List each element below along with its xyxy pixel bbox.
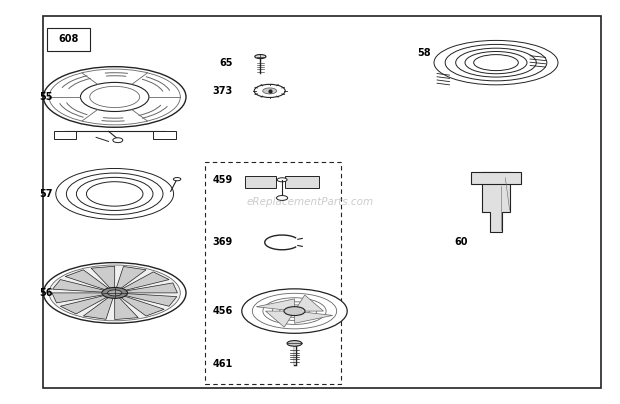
Text: 373: 373 xyxy=(212,86,232,96)
Polygon shape xyxy=(120,296,164,316)
Text: 56: 56 xyxy=(39,288,53,298)
Text: 456: 456 xyxy=(212,306,232,316)
Polygon shape xyxy=(65,270,109,290)
Polygon shape xyxy=(245,176,276,188)
Polygon shape xyxy=(52,293,105,303)
Ellipse shape xyxy=(66,173,163,215)
Text: 60: 60 xyxy=(454,238,468,247)
Ellipse shape xyxy=(272,302,317,320)
Ellipse shape xyxy=(474,55,518,71)
Bar xyxy=(154,131,176,139)
Ellipse shape xyxy=(113,138,123,143)
Text: 459: 459 xyxy=(212,175,232,185)
Ellipse shape xyxy=(49,69,180,125)
Polygon shape xyxy=(471,172,521,184)
Text: 608: 608 xyxy=(58,34,78,44)
Ellipse shape xyxy=(445,44,547,81)
Ellipse shape xyxy=(284,307,305,316)
Ellipse shape xyxy=(102,288,128,298)
Polygon shape xyxy=(83,297,113,319)
Ellipse shape xyxy=(76,177,153,210)
Polygon shape xyxy=(294,312,333,323)
Ellipse shape xyxy=(108,290,122,296)
Text: 55: 55 xyxy=(39,92,53,102)
Polygon shape xyxy=(265,311,293,327)
Ellipse shape xyxy=(56,168,174,219)
Ellipse shape xyxy=(277,178,287,182)
Text: 369: 369 xyxy=(212,238,232,247)
Ellipse shape xyxy=(252,293,337,329)
Bar xyxy=(43,16,601,388)
Text: eReplacementParts.com: eReplacementParts.com xyxy=(246,197,374,207)
Ellipse shape xyxy=(242,289,347,333)
Ellipse shape xyxy=(254,84,285,97)
Bar xyxy=(46,28,90,50)
Text: 58: 58 xyxy=(417,48,431,57)
Ellipse shape xyxy=(263,298,326,324)
Ellipse shape xyxy=(43,67,186,127)
Ellipse shape xyxy=(456,48,536,77)
Polygon shape xyxy=(125,283,177,293)
Polygon shape xyxy=(116,267,146,289)
Ellipse shape xyxy=(263,88,277,94)
Ellipse shape xyxy=(277,196,288,200)
Ellipse shape xyxy=(81,82,149,112)
Ellipse shape xyxy=(86,182,143,206)
Ellipse shape xyxy=(43,263,186,323)
Ellipse shape xyxy=(434,40,558,85)
Bar xyxy=(53,131,76,139)
Polygon shape xyxy=(124,294,177,306)
Ellipse shape xyxy=(465,51,527,74)
Text: 57: 57 xyxy=(39,189,53,199)
Text: 65: 65 xyxy=(219,58,232,67)
Ellipse shape xyxy=(90,86,140,107)
Ellipse shape xyxy=(174,177,181,181)
Ellipse shape xyxy=(255,55,266,59)
Polygon shape xyxy=(60,295,108,314)
Bar xyxy=(205,162,341,384)
Polygon shape xyxy=(53,280,105,292)
Polygon shape xyxy=(256,299,294,310)
Polygon shape xyxy=(482,172,510,232)
Ellipse shape xyxy=(280,305,309,317)
Polygon shape xyxy=(285,176,319,188)
Ellipse shape xyxy=(287,341,302,346)
Text: 461: 461 xyxy=(212,359,232,368)
Polygon shape xyxy=(115,297,138,320)
Polygon shape xyxy=(122,272,169,290)
Polygon shape xyxy=(296,295,324,311)
Polygon shape xyxy=(91,266,115,289)
Ellipse shape xyxy=(49,265,180,321)
